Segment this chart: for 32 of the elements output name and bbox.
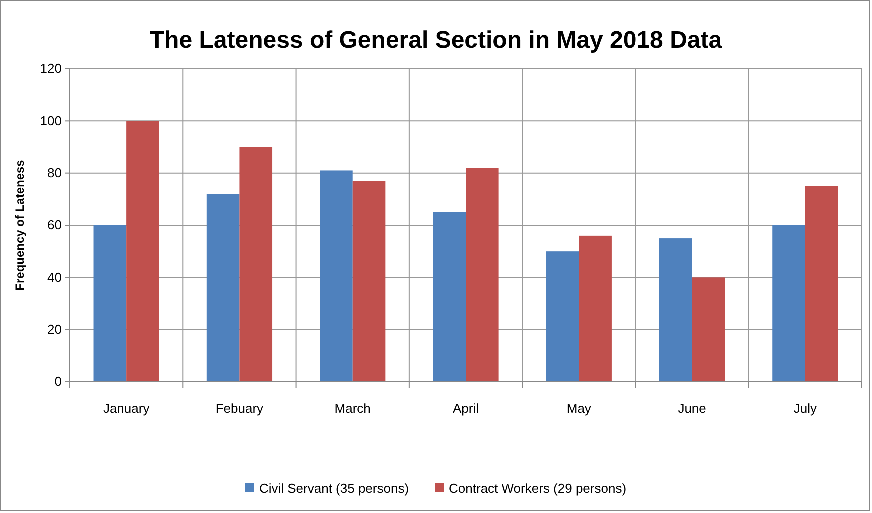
bar xyxy=(466,168,499,382)
y-tick-label: 100 xyxy=(40,113,62,128)
chart-title: The Lateness of General Section in May 2018 Data xyxy=(150,27,723,54)
bar xyxy=(579,236,612,382)
x-tick-label: July xyxy=(794,401,818,416)
bar xyxy=(206,194,240,382)
y-tick-label: 80 xyxy=(48,165,62,180)
legend-label: Civil Servant (35 persons) xyxy=(259,481,410,496)
legend-label: Contract Workers (29 persons) xyxy=(449,481,627,496)
y-tick-label: 20 xyxy=(48,322,62,337)
y-tick-label: 60 xyxy=(48,218,62,233)
bar xyxy=(546,252,580,382)
bar xyxy=(240,147,273,382)
bar xyxy=(352,181,386,382)
x-tick-label: April xyxy=(452,401,480,416)
bar xyxy=(659,238,692,382)
x-tick-label: March xyxy=(334,401,371,416)
x-tick-label: January xyxy=(103,401,150,416)
x-tick-label: May xyxy=(566,401,592,416)
x-tick-label: June xyxy=(678,401,706,416)
bar xyxy=(320,170,353,382)
y-tick-label: 40 xyxy=(48,270,62,285)
y-tick-label: 120 xyxy=(40,61,62,76)
bar xyxy=(692,278,726,382)
bar xyxy=(126,121,160,382)
bar xyxy=(772,226,806,382)
bar xyxy=(805,186,838,382)
x-tick-label: Febuary xyxy=(216,401,264,416)
bar xyxy=(94,226,127,382)
bar xyxy=(433,212,466,382)
y-axis-title: Frequency of Lateness xyxy=(13,160,27,291)
y-tick-label: 0 xyxy=(54,374,62,390)
